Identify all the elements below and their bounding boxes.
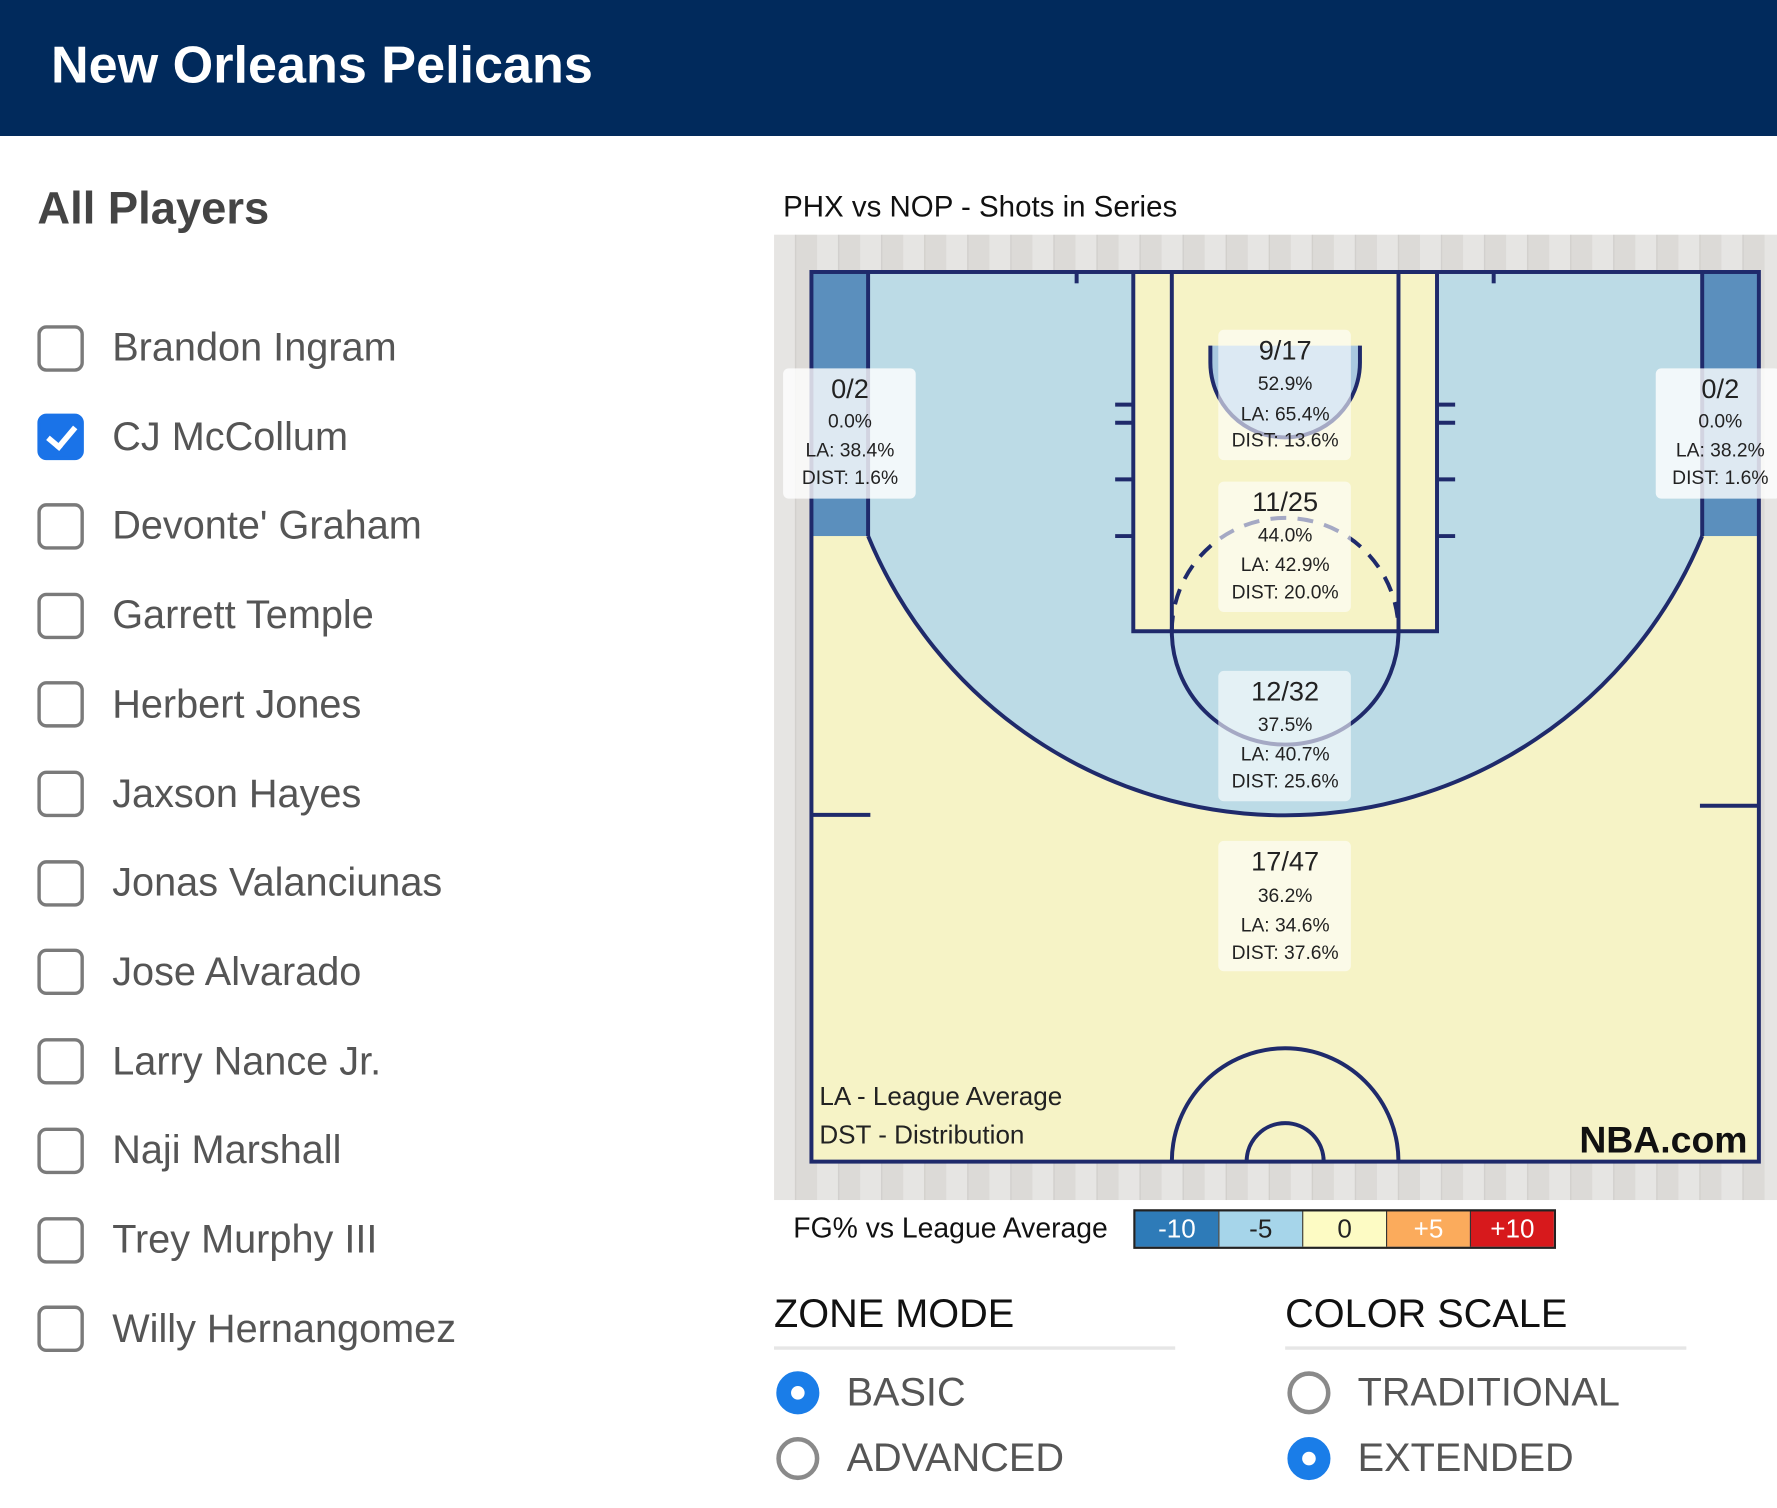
zone-mode-option-advanced[interactable]: ADVANCED <box>776 1436 1064 1481</box>
player-name: Brandon Ingram <box>112 325 397 370</box>
note-league-average: LA - League Average <box>819 1081 1062 1111</box>
zone-label-above-break-3: 17/47 36.2% LA: 34.6% DIST: 37.6% <box>1218 840 1351 972</box>
radio-button[interactable] <box>1287 1437 1331 1481</box>
checkbox[interactable] <box>37 503 84 550</box>
svg-text:0.0%: 0.0% <box>1698 411 1742 432</box>
player-checkbox-row[interactable]: Jaxson Hayes <box>37 769 361 819</box>
player-name: Trey Murphy III <box>112 1217 378 1262</box>
player-name: Larry Nance Jr. <box>112 1038 382 1083</box>
legend-step: -5 <box>1218 1211 1303 1247</box>
legend-step: +5 <box>1386 1211 1470 1247</box>
checkbox[interactable] <box>37 770 84 818</box>
divider <box>1285 1346 1687 1350</box>
svg-text:DIST: 13.6%: DIST: 13.6% <box>1232 431 1339 452</box>
checkbox[interactable] <box>37 1305 84 1353</box>
chart-title: PHX vs NOP - Shots in Series <box>783 189 1178 224</box>
svg-text:52.9%: 52.9% <box>1258 374 1313 395</box>
checkbox[interactable] <box>37 949 84 996</box>
nba-logo-text: NBA.com <box>1579 1119 1747 1161</box>
checkbox[interactable] <box>37 413 84 461</box>
player-name: Herbert Jones <box>112 682 362 727</box>
player-checkbox-row[interactable]: Devonte' Graham <box>37 501 422 551</box>
svg-text:0.0%: 0.0% <box>828 411 872 432</box>
svg-text:DIST: 20.0%: DIST: 20.0% <box>1232 582 1339 603</box>
radio-label: BASIC <box>846 1370 966 1415</box>
svg-text:LA: 42.9%: LA: 42.9% <box>1241 555 1330 576</box>
player-checkbox-row[interactable]: Jonas Valanciunas <box>37 858 442 908</box>
player-name: Garrett Temple <box>112 592 374 638</box>
zone-label-mid-range: 12/32 37.5% LA: 40.7% DIST: 25.6% <box>1218 670 1351 802</box>
zone-label-restricted-area: 9/17 52.9% LA: 65.4% DIST: 13.6% <box>1218 329 1351 461</box>
svg-text:DIST: 1.6%: DIST: 1.6% <box>802 468 898 489</box>
player-checkbox-row[interactable]: Trey Murphy III <box>37 1215 377 1265</box>
player-name: CJ McCollum <box>112 414 349 459</box>
svg-text:11/25: 11/25 <box>1252 486 1318 517</box>
zone-label-right-corner-3: 0/2 0.0% LA: 38.2% DIST: 1.6% <box>1655 368 1777 499</box>
color-scale-option-extended[interactable]: EXTENDED <box>1287 1435 1574 1481</box>
radio-label: ADVANCED <box>846 1435 1065 1481</box>
divider <box>774 1346 1176 1350</box>
svg-text:0/2: 0/2 <box>1701 373 1739 404</box>
svg-text:17/47: 17/47 <box>1251 845 1319 876</box>
svg-text:LA: 38.4%: LA: 38.4% <box>806 441 895 462</box>
app-header: New Orleans Pelicans <box>0 0 1777 136</box>
svg-text:LA: 65.4%: LA: 65.4% <box>1241 404 1330 425</box>
svg-text:44.0%: 44.0% <box>1258 526 1313 547</box>
checkbox[interactable] <box>37 681 84 728</box>
player-checkbox-row[interactable]: Garrett Temple <box>37 591 374 641</box>
player-name: Jose Alvarado <box>112 949 362 994</box>
svg-text:LA: 38.2%: LA: 38.2% <box>1676 441 1765 462</box>
svg-text:DIST: 37.6%: DIST: 37.6% <box>1232 943 1339 964</box>
legend-step: +10 <box>1469 1211 1554 1247</box>
court-lines <box>809 270 1761 1164</box>
checkbox[interactable] <box>37 859 84 907</box>
svg-text:37.5%: 37.5% <box>1258 715 1313 736</box>
svg-text:LA: 40.7%: LA: 40.7% <box>1241 744 1330 765</box>
svg-text:DIST: 1.6%: DIST: 1.6% <box>1672 468 1768 489</box>
svg-text:0/2: 0/2 <box>831 373 869 404</box>
checkbox[interactable] <box>37 592 84 639</box>
checkbox[interactable] <box>37 324 84 372</box>
player-name: Devonte' Graham <box>112 503 422 548</box>
color-scale-legend: -10 -5 0 +5 +10 <box>1133 1209 1557 1249</box>
svg-text:36.2%: 36.2% <box>1258 886 1313 907</box>
checkbox[interactable] <box>37 1216 84 1264</box>
radio-button[interactable] <box>776 1437 820 1481</box>
zone-mode-option-basic[interactable]: BASIC <box>776 1370 966 1415</box>
zone-label-paint: 11/25 44.0% LA: 42.9% DIST: 20.0% <box>1218 481 1351 612</box>
legend-label: FG% vs League Average <box>793 1212 1108 1245</box>
player-checkbox-row[interactable]: Jose Alvarado <box>37 947 361 997</box>
checkbox[interactable] <box>37 1127 84 1174</box>
checkbox[interactable] <box>37 1038 84 1085</box>
player-name: Jaxson Hayes <box>112 771 362 816</box>
player-name: Willy Hernangomez <box>112 1306 457 1351</box>
shot-chart-court: 0/2 0.0% LA: 38.4% DIST: 1.6% 0/2 0.0% L… <box>774 234 1777 1201</box>
radio-label: TRADITIONAL <box>1357 1370 1620 1415</box>
zone-label-left-corner-3: 0/2 0.0% LA: 38.4% DIST: 1.6% <box>783 368 916 499</box>
players-heading: All Players <box>37 183 270 234</box>
player-checkbox-row[interactable]: Brandon Ingram <box>37 323 397 373</box>
svg-text:LA: 34.6%: LA: 34.6% <box>1241 916 1330 937</box>
legend-step: 0 <box>1302 1211 1387 1247</box>
note-distribution: DST - Distribution <box>819 1119 1024 1149</box>
player-checkbox-row[interactable]: CJ McCollum <box>37 412 348 462</box>
radio-button[interactable] <box>1287 1371 1331 1415</box>
radio-button[interactable] <box>776 1371 820 1415</box>
player-name: Jonas Valanciunas <box>112 860 443 905</box>
player-checkbox-row[interactable]: Herbert Jones <box>37 680 361 730</box>
player-checkbox-row[interactable]: Larry Nance Jr. <box>37 1037 381 1087</box>
zone-mode-title: ZONE MODE <box>774 1291 1015 1337</box>
color-scale-title: COLOR SCALE <box>1285 1291 1568 1337</box>
svg-text:9/17: 9/17 <box>1259 334 1312 365</box>
radio-label: EXTENDED <box>1357 1435 1574 1481</box>
player-name: Naji Marshall <box>112 1127 342 1173</box>
legend-step: -10 <box>1135 1211 1219 1247</box>
svg-text:DIST: 25.6%: DIST: 25.6% <box>1232 772 1339 793</box>
team-title: New Orleans Pelicans <box>50 35 593 95</box>
player-checkbox-row[interactable]: Naji Marshall <box>37 1126 341 1176</box>
player-checkbox-row[interactable]: Willy Hernangomez <box>37 1304 456 1354</box>
svg-text:12/32: 12/32 <box>1251 675 1319 706</box>
color-scale-option-traditional[interactable]: TRADITIONAL <box>1287 1370 1620 1415</box>
